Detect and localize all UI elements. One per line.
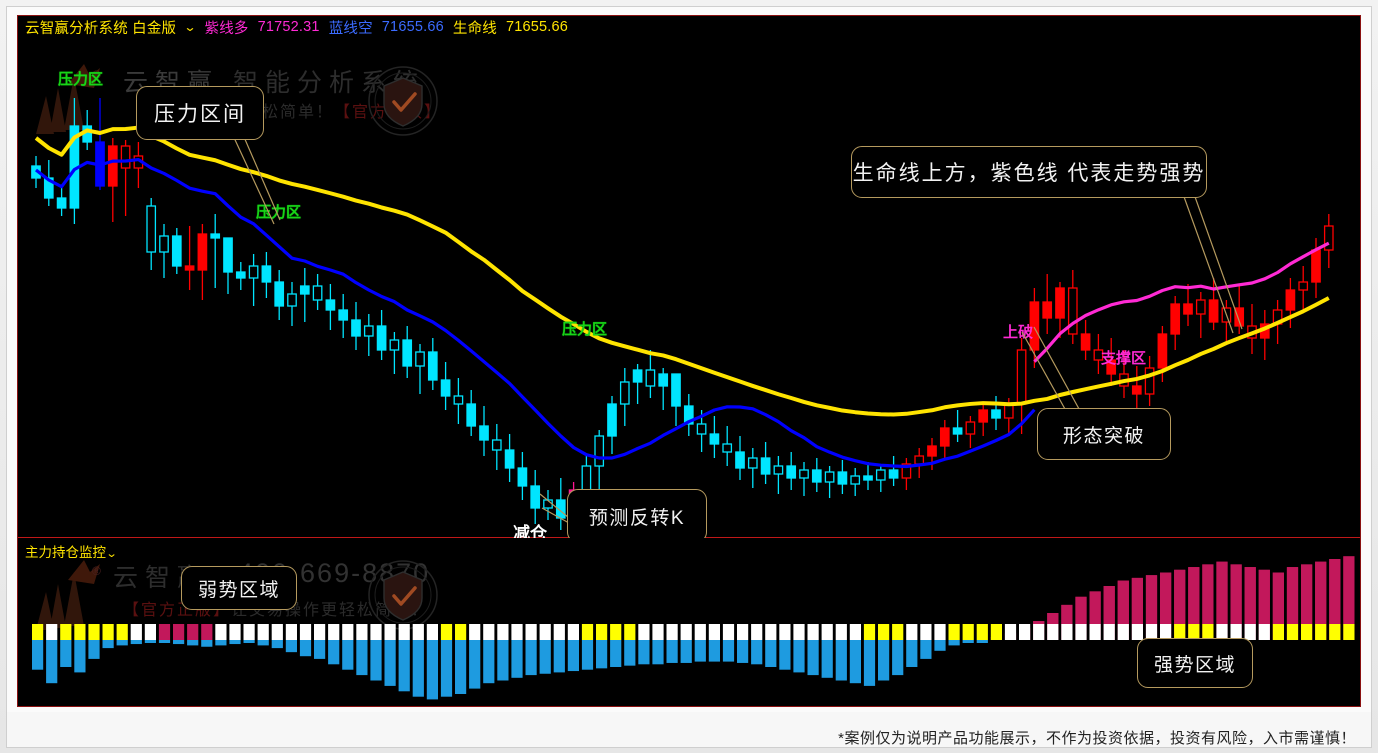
volume-pane[interactable]: 主力持仓监控⌄ ® 云智赢 400-669-8870 【官方正版】让交易操作更轻… [18, 538, 1360, 706]
label-pressure-zone-3: 压力区 [562, 321, 608, 338]
chart-header-bar[interactable]: 云智赢分析系统 白金版 ⌄ 紫线多 71752.31 蓝线空 71655.66 … [18, 16, 1360, 38]
disclaimer-text: *案例仅为说明产品功能展示，不作为投资依据，投资有风险，入市需谨慎！ [838, 730, 1356, 747]
callout-leader-lines [223, 113, 1243, 529]
bottom-bar [6, 712, 1372, 748]
stat-key-lifeline: 生命线 [452, 20, 497, 37]
stat-value-purple: 71752.31 [257, 19, 320, 35]
stat-value-lifeline: 71655.66 [505, 19, 569, 35]
chart-canvas[interactable]: 云智赢分析系统 白金版 ⌄ 紫线多 71752.31 蓝线空 71655.66 … [17, 15, 1361, 707]
volume-histogram-plot [32, 556, 1355, 700]
callout-weak-zone[interactable]: 弱势区域 [181, 566, 297, 610]
callout-strong-zone[interactable]: 强势区域 [1137, 638, 1253, 688]
chevron-down-icon[interactable]: ⌄ [105, 548, 118, 560]
chevron-down-icon[interactable]: ⌄ [183, 20, 198, 34]
label-reduce-position: 减仓 [513, 524, 547, 538]
volume-indicator-title[interactable]: 主力持仓监控⌄ [25, 545, 118, 560]
callout-pressure-range[interactable]: 压力区间 [136, 86, 264, 140]
candlestick-plot [31, 98, 1334, 538]
stat-key-blue: 蓝线空 [328, 20, 373, 37]
system-name-label: 云智赢分析系统 白金版 [25, 20, 177, 37]
callout-predicted-reversal-k[interactable]: 预测反转K [567, 489, 707, 538]
stat-value-blue: 71655.66 [381, 19, 444, 35]
callout-pattern-breakout[interactable]: 形态突破 [1037, 408, 1171, 460]
stat-key-purple: 紫线多 [204, 20, 249, 37]
callout-strong-trend[interactable]: 生命线上方，紫色线 代表走势强势 [851, 146, 1207, 198]
label-support-zone: 支撑区 [1101, 350, 1147, 367]
label-breakout-up: 上破 [1003, 324, 1034, 341]
